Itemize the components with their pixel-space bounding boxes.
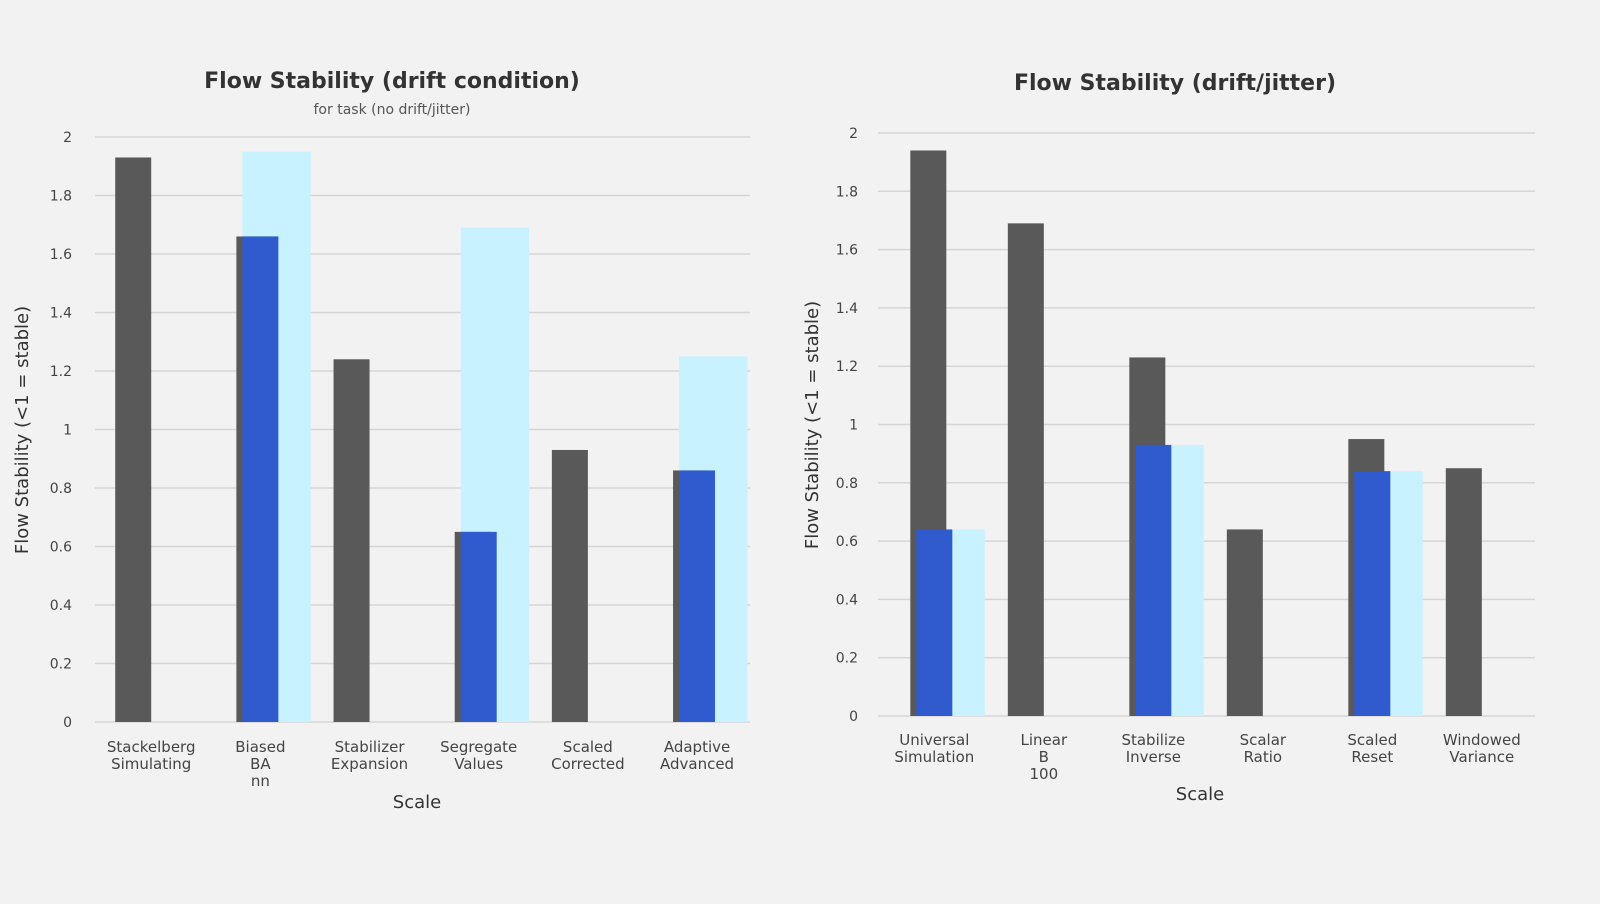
x-tick-label: Scaled Reset bbox=[1347, 731, 1397, 766]
chart-right-title: Flow Stability (drift/jitter) bbox=[1014, 71, 1336, 96]
y-tick-label: 0.6 bbox=[836, 534, 858, 550]
plot-area: 0 0.2 0.4 0.6 0.8 1 1.2 1.4 1.6 1.8 2 Stackelberg Si… bbox=[50, 130, 750, 790]
y-tick-label: 2 bbox=[849, 126, 858, 142]
chart-left-xlabel: Scale bbox=[393, 792, 441, 813]
bar bbox=[1445, 468, 1482, 716]
y-tick-label: 0.6 bbox=[50, 540, 72, 556]
y-tick-label: 2 bbox=[63, 130, 72, 146]
y-tick-label: 1.8 bbox=[836, 184, 858, 200]
bar bbox=[1007, 223, 1044, 717]
chart-left-subtitle: for task (no drift/jitter) bbox=[314, 102, 471, 118]
chart-right-xlabel: Scale bbox=[1176, 784, 1224, 805]
chart-left-ylabel: Flow Stability (<1 = stable) bbox=[12, 306, 33, 554]
y-tick-label: 0.4 bbox=[836, 592, 858, 608]
y-tick-label: 1 bbox=[849, 418, 858, 434]
bar bbox=[1226, 529, 1263, 716]
chart-right: Flow Stability (drift/jitter) Scale Flow… bbox=[790, 0, 1600, 900]
chart-left: Flow Stability (drift condition) for tas… bbox=[0, 0, 790, 900]
y-tick-label: 0.8 bbox=[50, 481, 72, 497]
bar-overlay bbox=[242, 236, 279, 722]
x-tick-label: Stabilize Inverse bbox=[1121, 731, 1185, 766]
x-tick-label: Stackelberg Simulating bbox=[107, 738, 196, 773]
bar bbox=[551, 449, 588, 722]
x-tick-label: Scalar Ratio bbox=[1240, 731, 1287, 766]
x-tick-label: Scaled Corrected bbox=[551, 738, 625, 773]
bar-overlay bbox=[916, 529, 953, 716]
x-tick-label: Biased BA nn bbox=[235, 738, 285, 790]
bar bbox=[115, 157, 152, 723]
x-tick-label: Adaptive Advanced bbox=[660, 738, 734, 773]
bar bbox=[333, 359, 370, 722]
y-tick-label: 1.4 bbox=[836, 301, 858, 317]
x-tick-label: Universal Simulation bbox=[894, 731, 974, 766]
y-tick-label: 1.6 bbox=[836, 243, 858, 259]
x-tick-label: Linear B 100 bbox=[1021, 731, 1068, 783]
y-tick-label: 1.4 bbox=[50, 306, 72, 322]
chart-right-ylabel: Flow Stability (<1 = stable) bbox=[802, 301, 823, 549]
chart-left-svg: Flow Stability (drift condition) for tas… bbox=[12, 69, 750, 813]
x-tick-label: Segregate Values bbox=[440, 738, 517, 773]
y-tick-label: 1.2 bbox=[836, 359, 858, 375]
y-tick-label: 0 bbox=[849, 709, 858, 725]
y-tick-label: 0.4 bbox=[50, 598, 72, 614]
y-tick-label: 1.2 bbox=[50, 364, 72, 380]
y-tick-label: 1.8 bbox=[50, 189, 72, 205]
y-tick-label: 0.2 bbox=[836, 651, 858, 667]
plot-area: 0 0.2 0.4 0.6 0.8 1 1.2 1.4 1.6 1.8 2 Universal Simu… bbox=[836, 126, 1535, 783]
y-tick-label: 0.2 bbox=[50, 657, 72, 673]
y-tick-label: 1.6 bbox=[50, 247, 72, 263]
chart-right-svg: Flow Stability (drift/jitter) Scale Flow… bbox=[802, 71, 1535, 805]
chart-left-title: Flow Stability (drift condition) bbox=[204, 69, 580, 94]
y-tick-label: 0.8 bbox=[836, 476, 858, 492]
bar-overlay bbox=[1135, 444, 1172, 716]
bar-overlay bbox=[460, 531, 497, 722]
bar-overlay bbox=[1354, 471, 1391, 716]
x-tick-label: Stabilizer Expansion bbox=[331, 738, 408, 773]
y-tick-label: 0 bbox=[63, 715, 72, 731]
x-tick-label: Windowed Variance bbox=[1443, 731, 1521, 766]
y-tick-label: 1 bbox=[63, 423, 72, 439]
bar-overlay bbox=[679, 470, 716, 722]
